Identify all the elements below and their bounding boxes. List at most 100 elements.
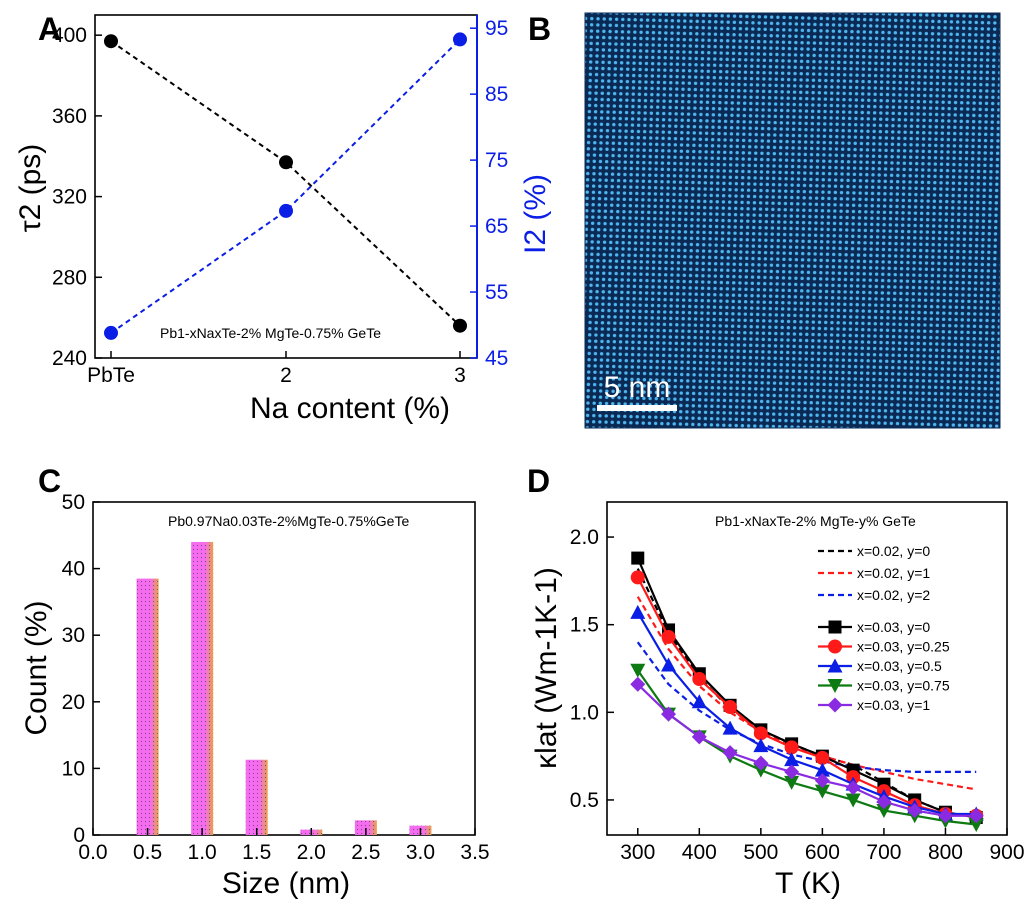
- panel-c-x-axis: 0.0 0.5 1.0 1.5 2.0 2.5 3.0 3.5: [78, 828, 490, 864]
- y-tick-label: 400: [52, 24, 87, 47]
- data-point-x-0-03-y-1: [784, 764, 800, 780]
- x-tick-label: 600: [805, 841, 840, 864]
- x-tick-label: 3.0: [406, 841, 435, 864]
- legend-marker-x-0-03-y-0: [828, 620, 842, 634]
- data-point-x-0-03-y-0-5: [630, 604, 646, 619]
- legend-label-x-0-02-y-1: x=0.02, y=1: [857, 565, 930, 581]
- data-point-left: [453, 318, 467, 333]
- panel-d-letter: D: [527, 463, 550, 499]
- stem-image-border: [584, 12, 1001, 429]
- x-tick-label: 3.5: [460, 841, 489, 864]
- legend-label-x-0-03-y-0-5: x=0.03, y=0.5: [857, 658, 942, 674]
- data-point-x-0-03-y-0-5: [661, 657, 677, 672]
- panel-d-legend: x=0.02, y=0 x=0.02, y=1 x=0.02, y=2 x=0.03,…: [818, 543, 950, 713]
- data-point-x-0-03-y-0-75: [845, 793, 861, 808]
- panel-d-xlabel: T (K): [775, 867, 841, 900]
- x-tick-label: 2: [280, 364, 292, 387]
- data-point-x-0-03-y-0-25: [723, 700, 738, 715]
- x-tick-label: 500: [743, 841, 778, 864]
- panel-c-annotation: Pb0.97Na0.03Te-2%MgTe-0.75%GeTe: [168, 513, 409, 529]
- x-tick-label: 900: [989, 841, 1024, 864]
- x-tick-label: 3: [454, 364, 466, 387]
- data-point-x-0-03-y-0-75: [753, 763, 769, 778]
- y-tick-label: 40: [62, 558, 85, 581]
- panel-d-frame: [606, 501, 1008, 836]
- panel-d-ylabel: κlat (Wm-1K-1): [530, 567, 563, 769]
- panel-a-left-axis: 240 280 320 360 400: [52, 24, 102, 370]
- bar-texture: [354, 820, 377, 835]
- x-tick-label: 0.0: [78, 841, 107, 864]
- panel-a-right-axis: 45 55 65 75 85 95: [470, 15, 508, 370]
- data-point-x-0-03-y-1: [691, 729, 707, 745]
- y2-tick-label: 95: [485, 17, 508, 40]
- legend-label-x-0-02-y-2: x=0.02, y=2: [857, 587, 930, 603]
- data-point-x-0-03-y-0-75: [814, 784, 830, 799]
- y-tick-label: 0: [73, 824, 85, 847]
- y-tick-label: 280: [52, 266, 87, 289]
- x-tick-label: 700: [866, 841, 901, 864]
- data-point-x-0-03-y-1: [876, 794, 892, 810]
- data-point-x-0-03-y-1: [753, 755, 769, 771]
- x-tick-label: 1.5: [242, 841, 271, 864]
- data-point-left: [104, 34, 118, 49]
- y-tick-label: 2.0: [570, 526, 599, 549]
- data-point-x-0-03-y-1: [661, 706, 677, 722]
- y-tick-label: 30: [62, 624, 85, 647]
- legend-marker-x-0-03-y-1: [827, 697, 843, 713]
- bar-texture: [191, 541, 214, 835]
- x-tick-label: PbTe: [87, 364, 135, 387]
- data-point-x-0-03-y-1: [630, 676, 646, 692]
- data-point-x-0-03-y-1: [845, 780, 861, 796]
- y-tick-label: 50: [62, 491, 85, 514]
- panel-d-series: [630, 551, 984, 832]
- data-point-x-0-03-y-0-75: [784, 775, 800, 790]
- y-tick-label: 1.5: [570, 614, 599, 637]
- scale-bar-label: 5 nm: [604, 371, 671, 404]
- x-tick-label: 400: [682, 841, 717, 864]
- series-line-left: [110, 40, 461, 327]
- panel-c-xlabel: Size (nm): [222, 867, 350, 900]
- legend-marker-x-0-03-y-0-5: [827, 658, 843, 673]
- panel-d-annotation: Pb1-xNaxTe-2% MgTe-y% GeTe: [715, 513, 916, 529]
- y2-tick-label: 65: [485, 215, 508, 238]
- data-point-x-0-03-y-0-5: [814, 762, 830, 777]
- y-tick-label: 240: [52, 347, 87, 370]
- scale-bar: [597, 405, 677, 411]
- data-point-x-0-03-y-0-75: [968, 817, 984, 832]
- x-tick-label: 1.0: [188, 841, 217, 864]
- y2-tick-label: 75: [485, 149, 508, 172]
- y-tick-label: 1.0: [570, 701, 599, 724]
- panel-d-chart: D 0.5 1.0 1.5 2.0 300 400 500 600 700 800 900 x=0…: [527, 463, 1025, 900]
- data-point-x-0-03-y-0-25: [784, 740, 799, 755]
- data-point-right: [453, 32, 467, 47]
- data-point-x-0-03-y-0-5: [722, 720, 738, 735]
- data-point-x-0-03-y-0-75: [876, 803, 892, 818]
- legend-marker-x-0-03-y-0-25: [828, 639, 842, 654]
- data-point-right: [104, 325, 118, 340]
- panel-c-bars: [136, 541, 432, 835]
- panel-a-letter: A: [38, 11, 61, 47]
- data-point-x-0-03-y-0-5: [691, 694, 707, 709]
- panel-a-xlabel: Na content (%): [250, 392, 450, 425]
- x-tick-label: 800: [928, 841, 963, 864]
- y-tick-label: 320: [52, 186, 87, 209]
- panel-a-ylabel: τ2 (ps): [14, 144, 47, 233]
- series-line-right: [110, 38, 461, 334]
- data-point-x-0-03-y-1: [907, 802, 923, 818]
- panel-a-series: [104, 32, 467, 340]
- x-tick-label: 300: [620, 841, 655, 864]
- data-point-x-0-03-y-0-25: [692, 672, 707, 687]
- x-tick-label: 0.5: [133, 841, 162, 864]
- panel-c-frame: [92, 501, 476, 836]
- y-tick-label: 20: [62, 691, 85, 714]
- panel-a-x-axis: PbTe 2 3: [87, 351, 466, 387]
- y2-tick-label: 45: [485, 347, 508, 370]
- data-point-x-0-03-y-1: [722, 745, 738, 761]
- data-point-x-0-03-y-1: [937, 808, 953, 824]
- data-point-x-0-03-y-0-5: [753, 738, 769, 753]
- y-tick-label: 10: [62, 757, 85, 780]
- panel-b-stem-image: B 5 nm: [528, 11, 1001, 429]
- panel-a-chart: A 240 280 320 360 400 45 55 65 75 85 95 PbTe 2 3 Pb…: [14, 11, 552, 425]
- y-tick-label: 0.5: [570, 789, 599, 812]
- panel-b-letter: B: [528, 11, 551, 47]
